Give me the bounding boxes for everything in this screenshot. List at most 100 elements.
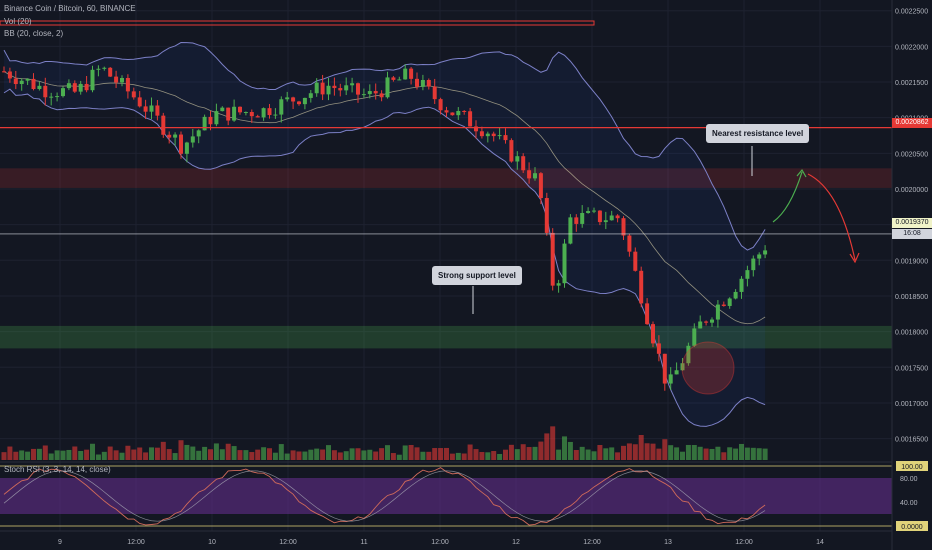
candle-body (102, 67, 107, 69)
volume-bar (503, 449, 508, 460)
time-tick-label: 13 (664, 539, 672, 546)
volume-bar (656, 448, 662, 460)
volume-bar (95, 454, 101, 460)
candle-body (78, 83, 83, 92)
time-tick-label: 14 (816, 539, 824, 546)
candle-body (521, 156, 526, 171)
candle-body (391, 77, 396, 80)
candle-body (167, 134, 172, 138)
volume-bar (762, 448, 768, 460)
candle-body (426, 79, 431, 87)
candle-body (13, 78, 18, 85)
volume-bar (750, 447, 756, 460)
volume-bar (154, 447, 160, 460)
volume-bar (337, 452, 343, 460)
time-tick-label: 12:00 (735, 539, 753, 546)
volume-bar (308, 449, 314, 460)
resistance-callout: Nearest resistance level (706, 124, 810, 143)
volume-bar (314, 448, 320, 460)
volume-bar (84, 449, 90, 460)
candlesticks[interactable] (2, 64, 768, 391)
volume-bar (414, 447, 420, 460)
volume-bar (385, 445, 390, 460)
candle-body (680, 363, 685, 371)
volume-bar (219, 449, 225, 460)
volume-bar (213, 443, 219, 460)
candle-body (7, 71, 12, 79)
candle-body (49, 96, 54, 98)
candle-body (609, 215, 614, 221)
candle-body (727, 298, 732, 306)
candle-body (533, 173, 537, 179)
candle-body (597, 210, 602, 223)
volume-bar (573, 449, 579, 460)
candle-body (656, 343, 661, 354)
volume-bar (467, 444, 473, 460)
time-tick-label: 12:00 (583, 539, 601, 546)
candle-body (550, 232, 555, 286)
stoch-tick-label: 40.00 (900, 500, 918, 507)
volume-bar (703, 448, 709, 460)
candle-body (544, 198, 549, 233)
candle-body (137, 97, 142, 107)
support-callout: Strong support level (432, 266, 522, 285)
volume-bar (556, 449, 562, 460)
candle-body (491, 133, 496, 137)
candle-body (279, 99, 284, 115)
candle-body (379, 93, 384, 98)
candle-body (662, 353, 667, 384)
bear-arrow-head (849, 252, 860, 264)
price-tick-label: 0.0018000 (895, 330, 928, 337)
candle-body (297, 101, 301, 105)
candle-body (745, 270, 750, 279)
candle-body (503, 135, 508, 141)
price-tick-label: 0.0017500 (895, 365, 928, 372)
volume-bar (739, 443, 744, 460)
candle-body (291, 97, 296, 102)
volume-bar (349, 448, 355, 460)
price-tick-label: 0.0020000 (895, 187, 928, 194)
candle-body (556, 283, 561, 286)
volume-bar (461, 453, 467, 460)
volume-bar (497, 453, 503, 460)
candle-body (143, 106, 148, 112)
volume-bar (78, 450, 84, 460)
candle-body (232, 106, 237, 121)
candle-body (356, 83, 360, 95)
volume-bar (597, 445, 603, 460)
last-price-tag: 0.0019370 (892, 218, 932, 228)
volume-bar (438, 448, 444, 460)
volume-bar (255, 449, 261, 460)
volume-bar (278, 444, 284, 460)
volume-bar (662, 439, 668, 460)
volume-bar (567, 441, 573, 460)
volume-bar (603, 448, 609, 460)
volume-bar (532, 446, 538, 460)
volume-bar (290, 450, 296, 460)
candle-body (674, 370, 679, 375)
volume-bar (579, 446, 585, 460)
volume-bar (668, 445, 674, 460)
volume-bar (520, 444, 526, 460)
candle-body (621, 218, 626, 236)
volume-bar (685, 444, 691, 460)
volume-bar (715, 446, 721, 460)
volume-bar (544, 433, 550, 460)
candle-body (249, 112, 254, 117)
candle-body (184, 142, 189, 154)
candle-body (456, 110, 461, 116)
volume-bar (178, 440, 184, 460)
candle-body (37, 85, 42, 90)
bollinger-bands (3, 42, 766, 427)
candle-body (19, 80, 24, 85)
candle-body (326, 85, 331, 95)
volume-bar (632, 444, 638, 460)
volume-bar (160, 441, 166, 460)
candle-body (509, 140, 514, 162)
volume-bar (479, 452, 485, 460)
price-tick-label: 0.0022500 (895, 9, 928, 16)
time-tick-label: 12 (512, 539, 520, 546)
time-tick-label: 12:00 (127, 539, 145, 546)
volume-bar (591, 451, 597, 460)
